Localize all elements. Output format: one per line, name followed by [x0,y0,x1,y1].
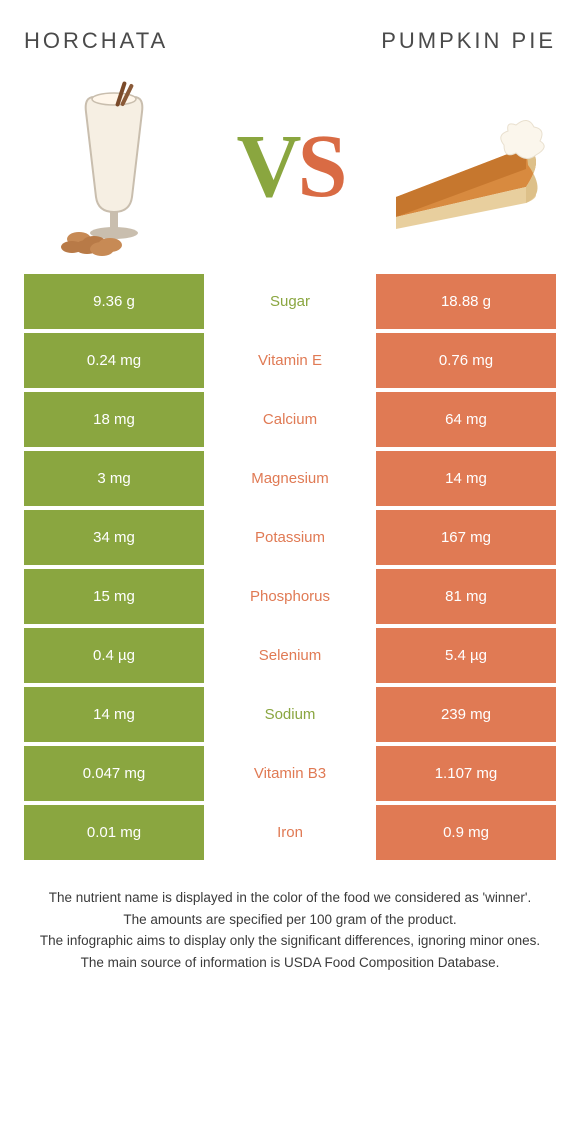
value-right: 167 mg [376,510,556,565]
nutrient-label: Potassium [204,510,376,565]
nutrient-row: 0.047 mgVitamin B31.107 mg [24,746,556,801]
nutrient-row: 18 mgCalcium64 mg [24,392,556,447]
value-left: 9.36 g [24,274,204,329]
value-left: 18 mg [24,392,204,447]
hero-row: VS [24,72,556,262]
nutrient-label: Calcium [204,392,376,447]
value-left: 34 mg [24,510,204,565]
nutrient-label: Sodium [204,687,376,742]
footer-line-1: The nutrient name is displayed in the co… [32,888,548,908]
pumpkin-pie-image [376,77,556,257]
value-right: 5.4 µg [376,628,556,683]
nutrient-row: 9.36 gSugar18.88 g [24,274,556,329]
value-right: 239 mg [376,687,556,742]
title-left: Horchata [24,28,168,54]
nutrient-row: 0.4 µgSelenium5.4 µg [24,628,556,683]
value-right: 14 mg [376,451,556,506]
nutrient-row: 3 mgMagnesium14 mg [24,451,556,506]
value-left: 0.01 mg [24,805,204,860]
footer-line-4: The main source of information is USDA F… [32,953,548,973]
footer-notes: The nutrient name is displayed in the co… [24,888,556,972]
nutrient-row: 0.24 mgVitamin E0.76 mg [24,333,556,388]
nutrient-table: 9.36 gSugar18.88 g0.24 mgVitamin E0.76 m… [24,274,556,860]
value-right: 81 mg [376,569,556,624]
value-left: 3 mg [24,451,204,506]
value-left: 0.047 mg [24,746,204,801]
nutrient-label: Vitamin E [204,333,376,388]
nutrient-label: Phosphorus [204,569,376,624]
nutrient-label: Vitamin B3 [204,746,376,801]
value-right: 0.9 mg [376,805,556,860]
nutrient-row: 34 mgPotassium167 mg [24,510,556,565]
value-left: 0.24 mg [24,333,204,388]
value-right: 18.88 g [376,274,556,329]
value-left: 0.4 µg [24,628,204,683]
value-right: 0.76 mg [376,333,556,388]
nutrient-label: Iron [204,805,376,860]
value-left: 15 mg [24,569,204,624]
nutrient-row: 14 mgSodium239 mg [24,687,556,742]
footer-line-2: The amounts are specified per 100 gram o… [32,910,548,930]
nutrient-row: 15 mgPhosphorus81 mg [24,569,556,624]
title-right: Pumpkin pie [381,28,556,54]
vs-v: V [236,117,297,216]
horchata-image [24,77,204,257]
nutrient-label: Sugar [204,274,376,329]
vs-label: VS [236,122,343,212]
title-row: Horchata Pumpkin pie [24,28,556,54]
vs-s: S [297,117,343,216]
value-left: 14 mg [24,687,204,742]
nutrient-label: Magnesium [204,451,376,506]
value-right: 1.107 mg [376,746,556,801]
nutrient-label: Selenium [204,628,376,683]
footer-line-3: The infographic aims to display only the… [32,931,548,951]
value-right: 64 mg [376,392,556,447]
comparison-infographic: { "colors": { "left": "#8aa640", "right"… [0,0,580,994]
nutrient-row: 0.01 mgIron0.9 mg [24,805,556,860]
